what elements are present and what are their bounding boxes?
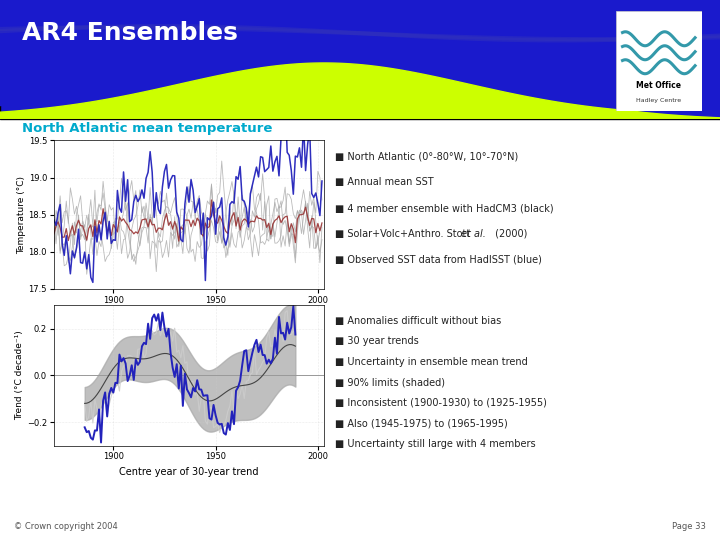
Text: ■ Uncertainty still large with 4 members: ■ Uncertainty still large with 4 members — [335, 439, 536, 449]
Text: (2000): (2000) — [492, 229, 527, 239]
Text: Hadley Centre: Hadley Centre — [636, 98, 681, 103]
Text: ■ Also (1945-1975) to (1965-1995): ■ Also (1945-1975) to (1965-1995) — [335, 418, 508, 429]
Text: © Crown copyright 2004: © Crown copyright 2004 — [14, 522, 118, 531]
Text: Page 33: Page 33 — [672, 522, 706, 531]
Text: ■ Anomalies difficult without bias: ■ Anomalies difficult without bias — [335, 316, 501, 326]
Text: ■ Annual mean SST: ■ Annual mean SST — [335, 177, 433, 187]
Text: ■ 90% limits (shaded): ■ 90% limits (shaded) — [335, 377, 445, 388]
Text: ■ Observed SST data from HadISST (blue): ■ Observed SST data from HadISST (blue) — [335, 255, 541, 265]
Text: ■ Solar+Volc+Anthro. Stott: ■ Solar+Volc+Anthro. Stott — [335, 229, 473, 239]
Text: North Atlantic mean temperature: North Atlantic mean temperature — [22, 122, 272, 136]
Text: ■ North Atlantic (0°-80°W, 10°-70°N): ■ North Atlantic (0°-80°W, 10°-70°N) — [335, 151, 518, 161]
Y-axis label: Temperature (°C): Temperature (°C) — [17, 176, 26, 254]
Text: ■ 4 member ensemble with HadCM3 (black): ■ 4 member ensemble with HadCM3 (black) — [335, 203, 554, 213]
Text: et al.: et al. — [461, 229, 486, 239]
Text: ■ Uncertainty in ensemble mean trend: ■ Uncertainty in ensemble mean trend — [335, 357, 528, 367]
Text: ■ 30 year trends: ■ 30 year trends — [335, 336, 418, 347]
FancyBboxPatch shape — [616, 11, 702, 111]
X-axis label: Centre year of 30-year trend: Centre year of 30-year trend — [120, 467, 258, 477]
Text: Met Office: Met Office — [636, 81, 681, 90]
FancyBboxPatch shape — [0, 0, 720, 119]
Y-axis label: Trend (°C decade⁻¹): Trend (°C decade⁻¹) — [15, 330, 24, 420]
Text: ■ Inconsistent (1900-1930) to (1925-1955): ■ Inconsistent (1900-1930) to (1925-1955… — [335, 398, 546, 408]
X-axis label: Year: Year — [179, 310, 199, 320]
Text: AR4 Ensembles: AR4 Ensembles — [22, 21, 238, 45]
